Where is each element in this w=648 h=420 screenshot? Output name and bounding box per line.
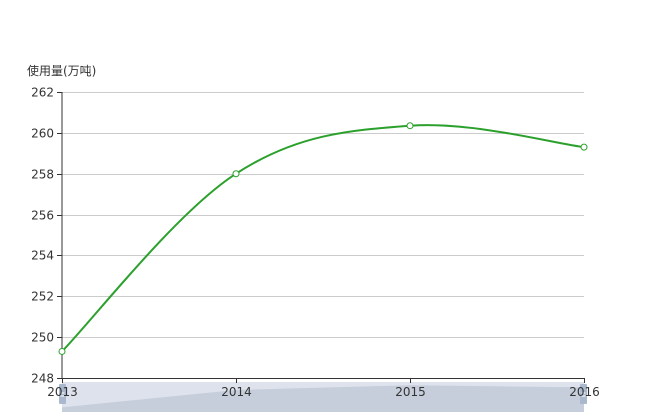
x-tick-label: 2013 — [47, 385, 78, 399]
data-point[interactable] — [232, 170, 240, 178]
y-tick-label: 256 — [31, 209, 54, 223]
y-tick-label: 252 — [31, 290, 54, 304]
x-tick-label: 2016 — [569, 385, 600, 399]
data-point[interactable] — [58, 347, 66, 355]
data-zoom-slider[interactable] — [59, 382, 587, 412]
y-tick-label: 258 — [31, 168, 54, 182]
y-axis-label: 使用量(万吨) — [27, 63, 96, 78]
data-point[interactable] — [580, 143, 588, 151]
slider-data-shadow — [62, 385, 584, 412]
y-tick-label: 248 — [31, 372, 54, 386]
slider-left-handle[interactable] — [59, 384, 66, 404]
series-line — [61, 124, 585, 353]
y-axis-ticks: 248 250 252 254 256 258 260 262 — [31, 86, 62, 386]
axes — [61, 92, 584, 379]
y-tick-label: 262 — [31, 86, 54, 100]
slider-right-handle[interactable] — [580, 384, 587, 404]
data-point[interactable] — [406, 122, 414, 130]
y-tick-label: 260 — [31, 127, 54, 141]
x-axis-ticks: 2013 2014 2015 2016 — [47, 378, 600, 399]
x-tick-label: 2015 — [395, 385, 426, 399]
series-line-group — [58, 122, 588, 355]
grid-lines — [62, 92, 584, 338]
y-tick-label: 254 — [31, 249, 54, 263]
x-tick-label: 2014 — [221, 385, 252, 399]
y-tick-label: 250 — [31, 331, 54, 345]
